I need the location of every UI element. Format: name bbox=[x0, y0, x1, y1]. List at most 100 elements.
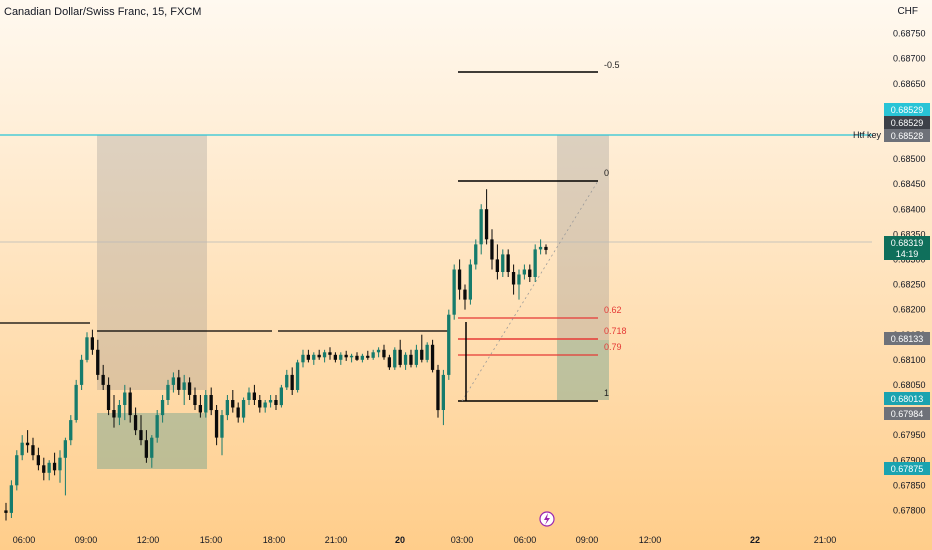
candle[interactable] bbox=[522, 264, 526, 280]
candle[interactable] bbox=[220, 410, 224, 456]
candle[interactable] bbox=[74, 379, 78, 423]
candle[interactable] bbox=[166, 379, 170, 405]
candle[interactable] bbox=[279, 384, 283, 408]
candle[interactable] bbox=[484, 189, 489, 245]
candle[interactable] bbox=[328, 347, 332, 360]
fib-trend-line[interactable] bbox=[461, 180, 599, 402]
candle[interactable] bbox=[436, 364, 440, 418]
candle[interactable] bbox=[382, 344, 386, 360]
candle[interactable] bbox=[58, 450, 62, 483]
candle[interactable] bbox=[90, 329, 94, 355]
candle[interactable] bbox=[182, 374, 186, 405]
candle[interactable] bbox=[117, 400, 121, 426]
candle[interactable] bbox=[236, 402, 240, 423]
target-box-green[interactable] bbox=[557, 340, 609, 400]
candle[interactable] bbox=[420, 334, 424, 363]
candle[interactable] bbox=[285, 369, 289, 390]
candle[interactable] bbox=[360, 353, 364, 363]
candle[interactable] bbox=[355, 352, 359, 361]
candle[interactable] bbox=[101, 364, 105, 390]
candle[interactable] bbox=[403, 352, 408, 370]
candle[interactable] bbox=[468, 259, 472, 305]
candle[interactable] bbox=[47, 460, 51, 481]
candle[interactable] bbox=[187, 377, 192, 400]
candle[interactable] bbox=[511, 264, 516, 295]
candle[interactable] bbox=[144, 430, 148, 463]
candle[interactable] bbox=[225, 395, 229, 421]
candle[interactable] bbox=[544, 244, 548, 255]
candle[interactable] bbox=[409, 349, 413, 368]
candle[interactable] bbox=[528, 264, 532, 283]
candle[interactable] bbox=[79, 354, 84, 390]
candle[interactable] bbox=[193, 387, 197, 411]
candle[interactable] bbox=[490, 229, 494, 270]
candle[interactable] bbox=[177, 369, 181, 395]
candle[interactable] bbox=[155, 410, 159, 443]
candle[interactable] bbox=[85, 332, 89, 363]
candle[interactable] bbox=[171, 372, 175, 393]
candle[interactable] bbox=[258, 395, 262, 413]
candle[interactable] bbox=[52, 452, 57, 476]
candle[interactable] bbox=[36, 447, 40, 471]
lightning-icon[interactable] bbox=[539, 511, 555, 527]
candle[interactable] bbox=[366, 350, 370, 360]
candle[interactable] bbox=[112, 395, 116, 428]
candle[interactable] bbox=[452, 264, 456, 320]
candle[interactable] bbox=[441, 369, 445, 426]
candle[interactable] bbox=[150, 435, 154, 468]
candle[interactable] bbox=[447, 309, 451, 380]
candle[interactable] bbox=[133, 407, 138, 436]
candle[interactable] bbox=[393, 347, 397, 370]
candle[interactable] bbox=[42, 457, 46, 481]
range-box-gray[interactable] bbox=[97, 135, 207, 390]
candle[interactable] bbox=[204, 390, 208, 418]
candle[interactable] bbox=[398, 339, 402, 368]
candle[interactable] bbox=[123, 384, 127, 421]
candle[interactable] bbox=[312, 352, 316, 365]
candle[interactable] bbox=[241, 397, 246, 423]
time-axis[interactable]: 06:00 09:00 12:00 15:00 18:00 21:00 20 03:00 06:… bbox=[13, 535, 837, 545]
candle[interactable] bbox=[290, 367, 294, 395]
candle[interactable] bbox=[322, 349, 327, 363]
candle[interactable] bbox=[263, 400, 267, 413]
candle[interactable] bbox=[344, 350, 348, 361]
candle[interactable] bbox=[268, 395, 273, 408]
candle[interactable] bbox=[533, 244, 537, 282]
candle[interactable] bbox=[474, 239, 478, 270]
candle[interactable] bbox=[317, 349, 321, 360]
candle[interactable] bbox=[15, 450, 19, 491]
target-box-gray[interactable] bbox=[557, 135, 609, 340]
candle[interactable] bbox=[376, 347, 381, 358]
candle[interactable] bbox=[274, 395, 278, 410]
candle[interactable] bbox=[128, 387, 132, 423]
candle[interactable] bbox=[430, 339, 435, 373]
candle[interactable] bbox=[139, 415, 143, 446]
candle[interactable] bbox=[387, 354, 391, 370]
candle[interactable] bbox=[457, 259, 462, 300]
candle[interactable] bbox=[96, 339, 100, 380]
candle[interactable] bbox=[425, 342, 429, 363]
candle[interactable] bbox=[9, 480, 13, 518]
candle[interactable] bbox=[20, 435, 24, 461]
candle[interactable] bbox=[517, 269, 521, 300]
candle[interactable] bbox=[479, 204, 483, 255]
candle[interactable] bbox=[501, 249, 505, 277]
candle[interactable] bbox=[339, 352, 343, 365]
candle[interactable] bbox=[209, 387, 213, 416]
candle[interactable] bbox=[463, 284, 467, 310]
candle[interactable] bbox=[495, 244, 499, 280]
candle[interactable] bbox=[214, 405, 219, 446]
candle[interactable] bbox=[198, 395, 202, 418]
candle[interactable] bbox=[247, 387, 251, 406]
candle[interactable] bbox=[349, 353, 354, 363]
candle[interactable] bbox=[4, 502, 8, 521]
candle[interactable] bbox=[306, 349, 310, 363]
candle[interactable] bbox=[295, 359, 300, 393]
candle[interactable] bbox=[231, 390, 235, 413]
candle[interactable] bbox=[506, 249, 510, 277]
candle[interactable] bbox=[414, 344, 418, 368]
symbol-title[interactable]: Canadian Dollar/Swiss Franc, 15, FXCM bbox=[4, 6, 202, 18]
candle[interactable] bbox=[63, 437, 67, 496]
